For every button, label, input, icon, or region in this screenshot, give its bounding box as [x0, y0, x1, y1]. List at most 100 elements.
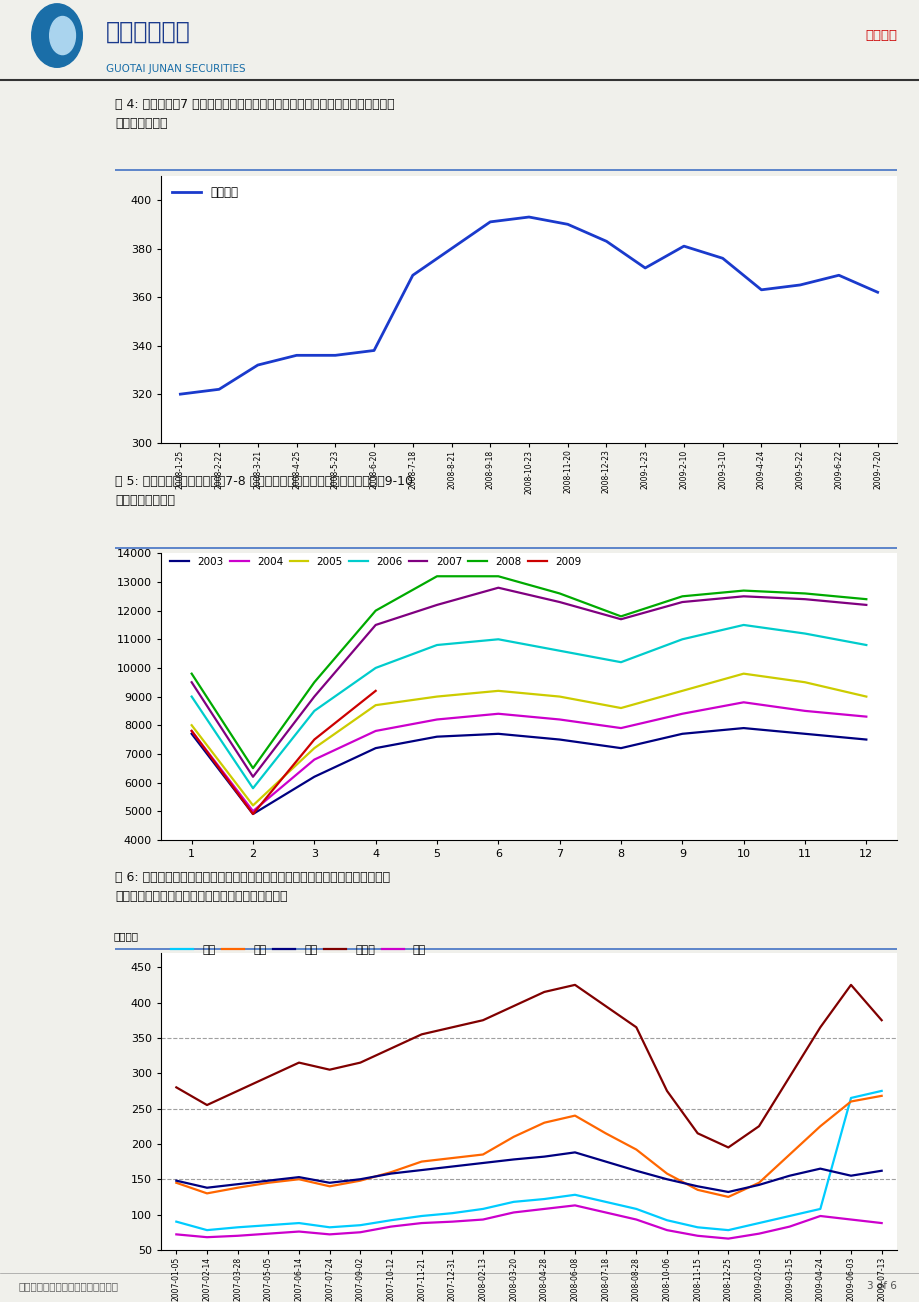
螺纹钢 [171, 1079, 182, 1095]
中板 [845, 1168, 856, 1184]
线材 [171, 1226, 182, 1242]
2006 [309, 703, 320, 719]
热轧 [263, 1174, 274, 1190]
中板 [783, 1168, 794, 1184]
2007 [309, 689, 320, 704]
2004 [247, 803, 258, 819]
螺纹钢 [875, 1013, 886, 1029]
2009 [247, 806, 258, 822]
2008 [860, 591, 871, 607]
冷轧 [814, 1202, 825, 1217]
热轧 [201, 1186, 212, 1202]
线材 [263, 1226, 274, 1242]
线材 [845, 1212, 856, 1228]
螺纹钢 [691, 1125, 702, 1141]
中板 [385, 1165, 396, 1181]
2003 [799, 727, 810, 742]
2004 [186, 723, 197, 738]
热轧 [355, 1173, 366, 1189]
Text: 国泰君安证券: 国泰君安证券 [106, 20, 190, 44]
热轧 [783, 1147, 794, 1163]
Line: 2004: 2004 [191, 702, 866, 811]
2007 [247, 769, 258, 785]
2006 [676, 631, 687, 647]
2008 [799, 586, 810, 602]
2009 [369, 684, 380, 699]
2004 [615, 720, 626, 736]
2005 [369, 698, 380, 713]
中板 [875, 1163, 886, 1178]
热轧 [171, 1174, 182, 1190]
Line: 2003: 2003 [191, 728, 866, 814]
螺纹钢 [783, 1069, 794, 1085]
中板 [171, 1173, 182, 1189]
Text: 图 6: 在钢厂产量迭创新高，价格稳步上涨的背景下，社会及钢厂库存保持稳定，
说明下游需求一直在不断增加，钢价的上涨比较坚实: 图 6: 在钢厂产量迭创新高，价格稳步上涨的背景下，社会及钢厂库存保持稳定， 说… [115, 871, 390, 904]
2004 [860, 708, 871, 724]
2005 [860, 689, 871, 704]
2008 [431, 569, 442, 585]
热轧 [753, 1174, 764, 1190]
2004 [737, 694, 748, 710]
2003 [737, 720, 748, 736]
2006 [553, 643, 564, 659]
线材 [477, 1212, 488, 1228]
Line: 2007: 2007 [191, 587, 866, 777]
2007 [615, 612, 626, 628]
冷轧 [691, 1220, 702, 1236]
2006 [369, 660, 380, 676]
线材 [415, 1215, 426, 1230]
中板 [630, 1163, 641, 1178]
Ellipse shape [50, 17, 75, 55]
热轧 [691, 1182, 702, 1198]
冷轧 [753, 1215, 764, 1230]
冷轧 [630, 1202, 641, 1217]
螺纹钢 [569, 976, 580, 992]
冷轧 [783, 1208, 794, 1224]
中板 [569, 1144, 580, 1160]
线材 [447, 1213, 458, 1229]
2007 [431, 598, 442, 613]
2009 [309, 732, 320, 747]
2005 [247, 798, 258, 814]
2004 [799, 703, 810, 719]
2006 [431, 637, 442, 652]
热轧 [814, 1118, 825, 1134]
2007 [737, 589, 748, 604]
2005 [615, 700, 626, 716]
螺纹钢 [539, 984, 550, 1000]
中板 [661, 1172, 672, 1187]
线材 [355, 1224, 366, 1240]
Line: 2005: 2005 [191, 673, 866, 806]
2005 [799, 674, 810, 690]
冷轧 [385, 1212, 396, 1228]
中板 [753, 1177, 764, 1193]
线材 [385, 1219, 396, 1234]
热轧 [415, 1154, 426, 1169]
中板 [232, 1177, 243, 1193]
冷轧 [415, 1208, 426, 1224]
中板 [507, 1152, 518, 1168]
热轧 [845, 1094, 856, 1109]
2004 [309, 751, 320, 767]
冷轧 [232, 1220, 243, 1236]
中板 [539, 1148, 550, 1164]
2008 [309, 674, 320, 690]
2005 [431, 689, 442, 704]
2003 [615, 741, 626, 756]
2006 [799, 626, 810, 642]
螺纹钢 [507, 999, 518, 1014]
Text: 3 of 6: 3 of 6 [867, 1281, 896, 1290]
2008 [737, 583, 748, 599]
中板 [415, 1163, 426, 1178]
2006 [737, 617, 748, 633]
2005 [493, 684, 504, 699]
Text: （万吨）: （万吨） [113, 931, 138, 941]
冷轧 [875, 1083, 886, 1099]
2005 [309, 741, 320, 756]
2007 [186, 674, 197, 690]
2008 [553, 586, 564, 602]
线材 [722, 1230, 733, 1246]
中板 [691, 1178, 702, 1194]
2003 [493, 727, 504, 742]
中板 [201, 1180, 212, 1195]
